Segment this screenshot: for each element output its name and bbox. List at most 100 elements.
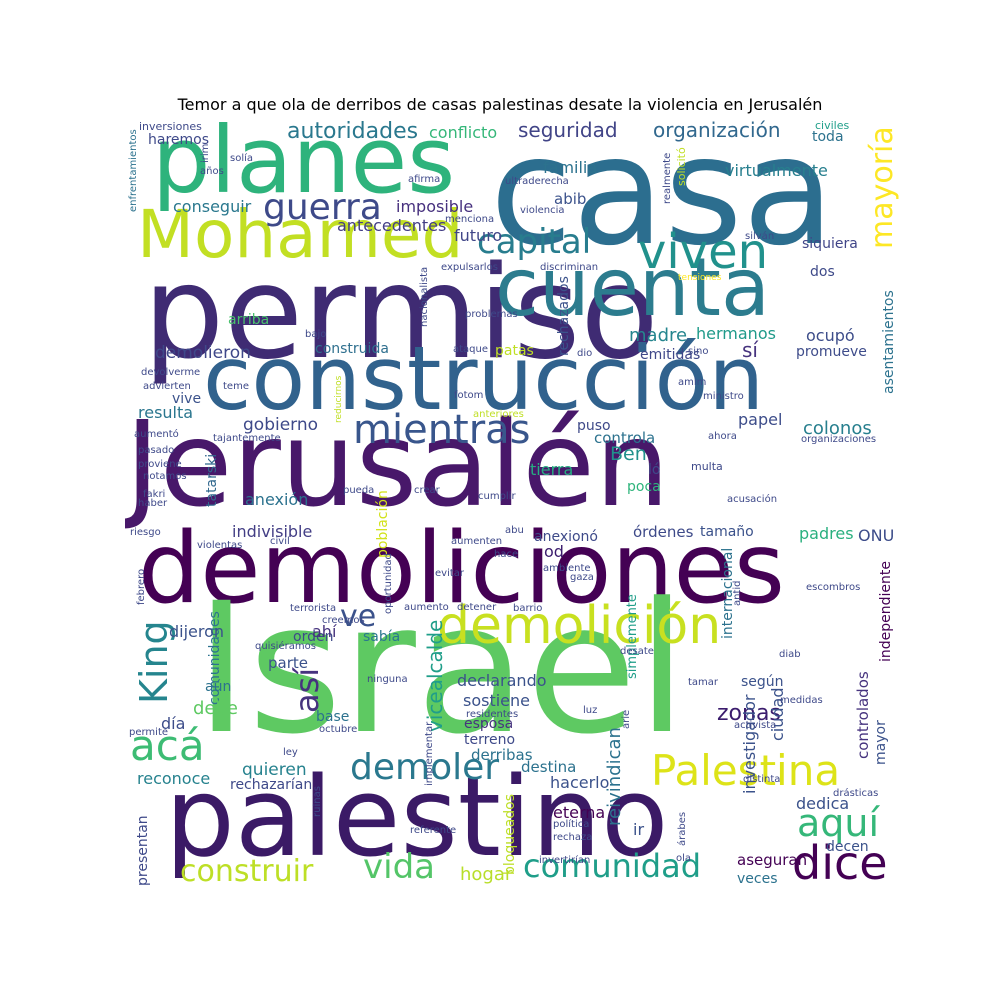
word-cloud-word: conseguir [173, 197, 252, 216]
word-cloud-word: quieren [242, 760, 307, 780]
word-cloud-word: invertirían [539, 855, 591, 866]
word-cloud-word: distinta [743, 774, 781, 785]
word-cloud-word: según [741, 674, 784, 690]
word-cloud-word: fotom [454, 390, 484, 401]
word-cloud-word: dijeron [169, 622, 225, 641]
word-cloud-word: derribas [471, 746, 533, 764]
word-cloud-word: tatarski [204, 453, 220, 507]
word-cloud-word: aumento [404, 602, 449, 613]
word-cloud-word: imposible [396, 197, 474, 216]
word-cloud-word: Israel [195, 565, 687, 774]
word-cloud-word: irim [200, 143, 211, 163]
word-cloud-word: aumenten [451, 536, 503, 547]
word-cloud-word: sostiene [463, 691, 531, 710]
word-cloud-word: drásticas [833, 788, 879, 799]
word-cloud-word: anteriores [473, 409, 524, 420]
word-cloud-word: activista [734, 720, 777, 731]
word-cloud-word: permite [129, 727, 169, 738]
word-cloud-word: palestino [165, 753, 669, 881]
word-cloud-word: mientras [353, 407, 531, 453]
word-cloud-word: solicitó [675, 147, 688, 186]
word-cloud-word: organizaciones [801, 434, 877, 445]
word-cloud-word: creemos [322, 615, 365, 626]
word-cloud-word: construida [315, 341, 389, 357]
word-cloud-word: siquiera [802, 236, 858, 252]
word-cloud-word: autoridades [287, 120, 419, 144]
word-cloud-word: presentan [135, 815, 151, 886]
word-cloud-word: población [375, 490, 391, 558]
word-cloud-word: pasado [138, 445, 175, 456]
word-cloud-word: orden [293, 629, 334, 645]
word-cloud-word: multa [691, 460, 723, 473]
word-cloud-word: ley [283, 747, 298, 758]
word-cloud-word: parte [268, 654, 308, 672]
word-cloud-word: gobierno [243, 415, 319, 435]
word-cloud-word: demoler [350, 747, 500, 788]
word-cloud-word: residentes [466, 709, 519, 720]
word-cloud-word: declarando [457, 671, 547, 690]
word-cloud-word: controlados [854, 671, 872, 759]
word-cloud-word: cuenta [495, 241, 770, 334]
word-cloud-word: desate [620, 646, 654, 657]
word-cloud-word: guerra [263, 187, 382, 228]
word-cloud-word: así [288, 667, 326, 713]
word-cloud-word: ruinas [312, 786, 323, 817]
word-cloud-word: antid [732, 580, 743, 606]
word-cloud-word: amim [678, 377, 707, 388]
word-cloud-word: bloqueados [502, 793, 518, 875]
word-cloud-word: años [200, 166, 224, 177]
word-cloud-word: diab [779, 649, 801, 660]
word-cloud-word: sino [688, 346, 709, 357]
word-cloud-word: aseguran [737, 851, 808, 869]
word-cloud-word: promueve [796, 344, 867, 360]
word-cloud-word: hogar [460, 864, 513, 885]
word-cloud-word: febrero [136, 568, 147, 605]
word-cloud-word: realmente [662, 152, 673, 204]
word-cloud-word: Mohamed [137, 196, 464, 273]
word-cloud-word: ONU [858, 526, 895, 545]
word-cloud-word: problemas [465, 309, 518, 320]
word-cloud-word: barrio [513, 603, 543, 614]
word-cloud-word: King [132, 620, 176, 704]
word-cloud-word: implementar [424, 721, 435, 786]
word-cloud-word: colonos [803, 418, 872, 439]
word-cloud-word: viven [638, 224, 769, 280]
word-cloud-word: Palestina [651, 746, 841, 795]
word-cloud-word: tajantemente [213, 433, 281, 444]
word-cloud-word: pueda [343, 485, 375, 496]
word-cloud-word: órdenes [633, 523, 694, 541]
word-cloud-word: proviene [138, 459, 182, 470]
word-cloud-word: bajo [305, 329, 327, 340]
word-cloud-word: devolverme [141, 367, 201, 378]
word-cloud-word: árabes [677, 811, 688, 846]
word-cloud-word: riesgo [130, 527, 161, 538]
word-cloud-word: crear [414, 485, 440, 496]
word-cloud-word: tensiones [678, 273, 722, 283]
word-cloud-word: afirma [408, 174, 441, 185]
word-cloud-word: advierten [143, 381, 191, 392]
word-cloud-word: luz [583, 705, 598, 716]
word-cloud-word: terrorista [290, 603, 337, 614]
word-cloud-word: teme [223, 381, 249, 392]
word-cloud-word: base [316, 709, 350, 725]
word-cloud-word: ir [633, 820, 645, 839]
word-cloud-word: ministro [703, 391, 744, 402]
word-cloud-word: gaza [570, 572, 594, 583]
word-cloud-word: ataque [453, 344, 489, 355]
word-cloud-word: ultraderecha [505, 176, 569, 187]
word-cloud-word: sabía [363, 629, 401, 645]
word-cloud-word: reducirnos [334, 375, 344, 423]
word-cloud-word: día [161, 714, 186, 733]
word-cloud-word: organización [653, 120, 781, 142]
word-cloud-word: veces [737, 871, 778, 887]
word-cloud-word: dice [792, 836, 888, 890]
word-cloud-word: dedica [796, 794, 850, 813]
word-cloud-word: silván [745, 231, 775, 242]
word-cloud-word: demolieron [155, 343, 251, 363]
word-cloud-word: acusación [727, 494, 778, 505]
word-cloud-word: quisiéramos [255, 641, 316, 652]
word-cloud-word: decen [826, 839, 869, 855]
word-cloud-word: reconoce [137, 769, 211, 788]
word-cloud-word: aumentó [134, 429, 179, 440]
word-cloud-word: abu [505, 525, 524, 536]
